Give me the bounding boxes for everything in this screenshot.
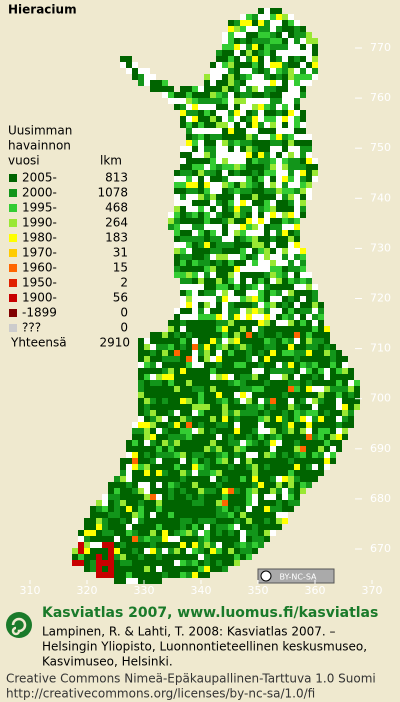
legend-swatch — [9, 309, 17, 317]
legend-swatch — [9, 189, 17, 197]
legend-label: 1990- — [22, 216, 57, 230]
citation-line: Lampinen, R. & Lahti, T. 2008: Kasviatla… — [42, 625, 336, 639]
legend-swatch — [9, 294, 17, 302]
legend-swatch — [9, 264, 17, 272]
legend-count: 1078 — [97, 186, 128, 200]
legend-label: 1900- — [22, 291, 57, 305]
legend-count: 31 — [113, 246, 128, 260]
license-line: Creative Commons Nimeä-Epäkaupallinen-Ta… — [6, 672, 376, 686]
y-tick-label: 740 — [370, 191, 391, 204]
x-tick-label: 310 — [20, 584, 41, 597]
legend-header: vuosi — [8, 154, 40, 168]
legend-swatch — [9, 279, 17, 287]
legend-swatch — [9, 204, 17, 212]
x-tick-label: 340 — [191, 584, 212, 597]
legend-count-header: lkm — [100, 154, 122, 168]
legend-label: 1995- — [22, 201, 57, 215]
legend-count: 264 — [105, 216, 128, 230]
legend-label: 1950- — [22, 276, 57, 290]
map-cells — [72, 8, 360, 584]
total-label: Yhteensä — [10, 336, 67, 350]
legend-label: ??? — [22, 321, 41, 335]
x-tick-label: 370 — [362, 584, 383, 597]
legend-count: 0 — [120, 321, 128, 335]
legend-label: 1970- — [22, 246, 57, 260]
x-tick-label: 350 — [248, 584, 269, 597]
footer-heading: Kasviatlas 2007, www.luomus.fi/kasviatla… — [42, 605, 378, 621]
legend-header: havainnon — [8, 139, 71, 153]
y-tick-label: 750 — [370, 141, 391, 154]
y-tick-label: 760 — [370, 91, 391, 104]
license-line: http://creativecommons.org/licenses/by-n… — [6, 687, 315, 701]
y-tick-label: 680 — [370, 492, 391, 505]
legend-swatch — [9, 324, 17, 332]
legend-count: 813 — [105, 171, 128, 185]
cc-badge: BY-NC-SA — [257, 568, 335, 584]
total-value: 2910 — [99, 336, 130, 350]
citation-line: Helsingin Yliopisto, Luonnontieteellinen… — [42, 640, 367, 654]
legend-label: 1960- — [22, 261, 57, 275]
y-tick-label: 700 — [370, 392, 391, 405]
legend-count: 0 — [120, 306, 128, 320]
legend-count: 2 — [120, 276, 128, 290]
x-tick-label: 320 — [77, 584, 98, 597]
legend-header: Uusimman — [8, 124, 72, 138]
badge-text: BY-NC-SA — [279, 573, 317, 582]
y-tick-label: 690 — [370, 442, 391, 455]
legend-count: 183 — [105, 231, 128, 245]
legend-swatch — [9, 249, 17, 257]
y-tick-label: 770 — [370, 41, 391, 54]
y-tick-label: 710 — [370, 342, 391, 355]
legend-count: 15 — [113, 261, 128, 275]
legend-label: 1980- — [22, 231, 57, 245]
y-tick-label: 670 — [370, 542, 391, 555]
legend-label: 2000- — [22, 186, 57, 200]
legend-label: 2005- — [22, 171, 57, 185]
logo — [6, 612, 32, 638]
legend-label: -1899 — [22, 306, 57, 320]
y-tick-label: 720 — [370, 292, 391, 305]
y-tick-label: 730 — [370, 241, 391, 254]
legend-count: 56 — [113, 291, 128, 305]
legend-count: 468 — [105, 201, 128, 215]
legend-swatch — [9, 174, 17, 182]
x-tick-label: 360 — [305, 584, 326, 597]
x-tick-label: 330 — [134, 584, 155, 597]
legend-swatch — [9, 234, 17, 242]
legend-swatch — [9, 219, 17, 227]
title: Hieracium — [8, 3, 77, 17]
citation-line: Kasvimuseo, Helsinki. — [42, 655, 173, 669]
